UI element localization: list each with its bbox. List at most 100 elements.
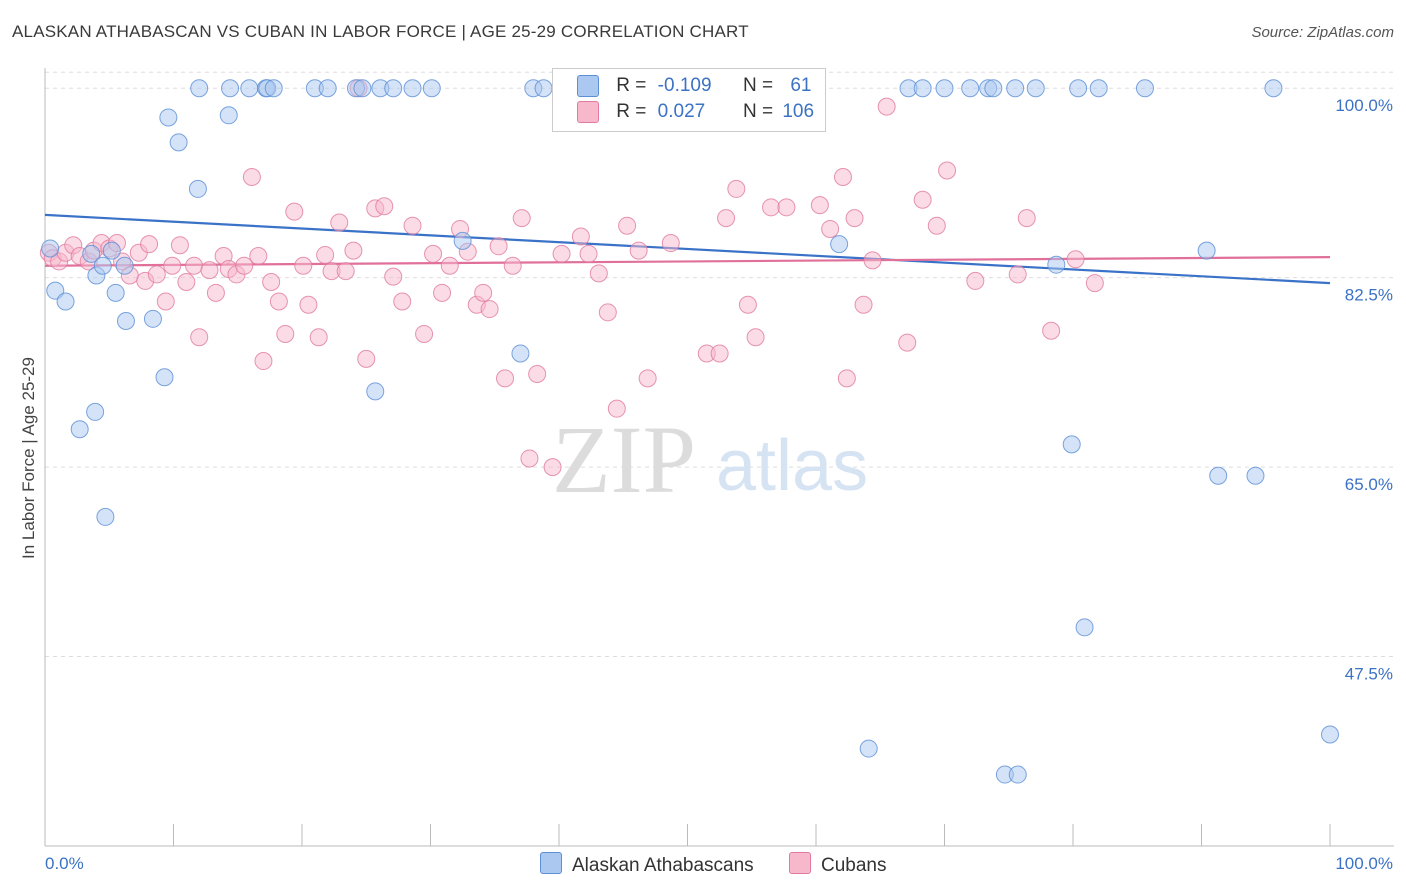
y-axis-label: In Labor Force | Age 25-29 — [19, 357, 38, 559]
x-tick-label: 100.0% — [1335, 854, 1393, 873]
data-point — [1264, 79, 1283, 98]
data-point — [240, 79, 259, 98]
legend-row-cuban: R = 0.027 N = 106 — [577, 101, 814, 127]
data-point — [200, 261, 219, 280]
legend-label-cuban: Cubans — [820, 855, 887, 876]
data-point — [330, 213, 349, 232]
data-point — [102, 241, 121, 260]
data-point — [1066, 250, 1085, 269]
data-point — [262, 273, 281, 292]
data-point — [474, 283, 493, 302]
chart-source: Source: ZipAtlas.com — [1251, 24, 1394, 41]
legend-n-label: N = — [742, 75, 774, 97]
data-point — [163, 256, 182, 275]
data-point — [140, 235, 159, 254]
data-point — [316, 245, 335, 264]
data-point — [598, 303, 617, 322]
data-point — [1006, 79, 1025, 98]
legend-r-value: 0.027 — [657, 101, 706, 123]
data-point — [453, 231, 472, 250]
data-point — [375, 197, 394, 216]
legend-swatch-athabascan — [577, 75, 599, 97]
watermark-zip: ZIP — [552, 406, 696, 513]
data-point — [859, 739, 878, 758]
data-point — [1089, 79, 1108, 98]
data-point — [41, 239, 60, 258]
data-point — [285, 202, 304, 221]
data-point — [1209, 466, 1228, 485]
data-point — [1085, 274, 1104, 293]
data-point — [96, 507, 115, 526]
data-point — [543, 458, 562, 477]
data-point — [762, 198, 781, 217]
tick-labels: 47.5% 65.0% 82.5% 100.0% 0.0% 100.0% — [45, 96, 1393, 873]
data-point — [1026, 79, 1045, 98]
data-point — [235, 256, 254, 275]
data-point — [845, 209, 864, 228]
y-tick-label: 100.0% — [1335, 96, 1393, 115]
legend-n-value: 61 — [790, 75, 812, 97]
chart-title: ALASKAN ATHABASCAN VS CUBAN IN LABOR FOR… — [12, 22, 749, 41]
data-point — [433, 283, 452, 302]
legend-label-athabascan: Alaskan Athabascans — [572, 855, 754, 876]
data-point — [264, 79, 283, 98]
data-point — [188, 179, 207, 198]
y-tick-label: 65.0% — [1345, 475, 1393, 494]
data-point — [93, 256, 112, 275]
data-point — [1197, 241, 1216, 260]
data-point — [913, 79, 932, 98]
data-point — [336, 262, 355, 281]
trend-line-athabascan — [44, 213, 1331, 285]
data-point — [511, 344, 530, 363]
data-point — [528, 365, 547, 384]
data-point — [854, 295, 873, 314]
data-point — [966, 271, 985, 290]
data-point — [938, 161, 957, 180]
data-point — [618, 216, 637, 235]
data-point — [821, 219, 840, 238]
data-point — [1062, 435, 1081, 454]
data-point — [503, 256, 522, 275]
data-point — [710, 344, 729, 363]
data-point — [116, 311, 135, 330]
axes — [44, 68, 1394, 847]
data-point — [1008, 765, 1027, 784]
data-point — [1075, 618, 1094, 637]
data-point — [1321, 725, 1339, 744]
data-point — [810, 196, 829, 215]
data-point — [143, 309, 162, 328]
data-point — [1069, 79, 1088, 98]
data-point — [512, 209, 531, 228]
data-point — [344, 241, 363, 260]
data-point — [56, 292, 75, 311]
data-point — [294, 256, 313, 275]
data-point — [1047, 255, 1066, 274]
data-point — [384, 79, 403, 98]
x-tick-label: 0.0% — [45, 854, 84, 873]
legend-n-label: N = — [742, 101, 774, 123]
data-point — [480, 300, 499, 319]
data-point — [221, 79, 240, 98]
data-point — [1008, 265, 1027, 284]
data-point — [190, 328, 209, 347]
data-point — [424, 244, 443, 263]
data-point — [589, 264, 608, 283]
data-point — [1246, 466, 1265, 485]
data-point — [403, 79, 422, 98]
legend-r-label: R = — [616, 101, 647, 123]
legend-swatch-cuban — [577, 101, 599, 123]
data-point — [353, 79, 372, 98]
data-point — [877, 97, 896, 116]
series-cuban — [39, 79, 1104, 477]
data-point — [579, 244, 598, 263]
data-point — [833, 168, 852, 187]
data-point — [309, 328, 328, 347]
data-point — [70, 420, 89, 439]
data-point — [357, 349, 376, 368]
data-point — [1042, 321, 1061, 340]
data-point — [206, 283, 225, 302]
data-point — [185, 256, 204, 275]
data-point — [115, 256, 134, 275]
legend-row-athabascan: R = -0.109 N = 61 — [577, 75, 811, 101]
